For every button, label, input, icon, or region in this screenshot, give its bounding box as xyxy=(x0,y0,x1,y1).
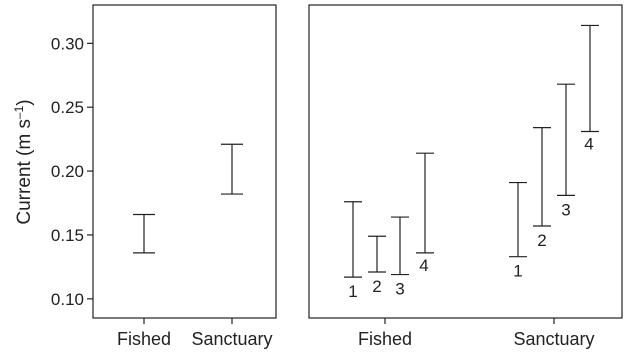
x-tick-label-fished-right: Fished xyxy=(358,329,412,349)
x-tick-label-sanctuary-left: Sanctuary xyxy=(191,329,272,349)
y-axis-label-close: ) xyxy=(14,99,35,105)
errorbar-sanctuary-overall xyxy=(221,143,243,195)
errorbar-fished-3 xyxy=(391,216,409,276)
errorbar-fished-1 xyxy=(344,201,362,278)
errorbar-sanctuary-1-label: 1 xyxy=(513,262,522,281)
y-tick-label-2: 0.20 xyxy=(51,162,84,181)
errorbar-sanctuary-4 xyxy=(581,24,599,133)
y-axis-label: Current (m s–1) xyxy=(12,99,35,224)
errorbar-fished-4 xyxy=(416,152,434,254)
left-x-axis: Fished Sanctuary xyxy=(117,318,273,349)
errorbar-fished-2 xyxy=(368,235,386,273)
y-axis: 0.10 0.15 0.20 0.25 0.30 xyxy=(51,34,93,309)
errorbar-fished-2-label: 2 xyxy=(372,277,381,296)
left-bars xyxy=(133,143,243,254)
errorbar-sanctuary-2 xyxy=(533,127,551,227)
errorbar-sanctuary-2-label: 2 xyxy=(537,231,546,250)
left-panel-frame xyxy=(92,4,277,319)
x-tick-label-sanctuary-right: Sanctuary xyxy=(513,329,594,349)
y-tick-label-4: 0.30 xyxy=(51,34,84,53)
y-tick-label-0: 0.10 xyxy=(51,290,84,309)
right-panel-frame xyxy=(308,4,623,319)
y-axis-label-main: Current (m s xyxy=(14,119,35,225)
errorbar-sanctuary-4-label: 4 xyxy=(584,134,593,153)
errorbar-fished-3-label: 3 xyxy=(395,280,404,299)
right-x-axis: Fished Sanctuary xyxy=(358,318,595,349)
errorbar-sanctuary-1 xyxy=(509,181,527,258)
errorbar-fished-1-label: 1 xyxy=(348,282,357,301)
errorbar-fished-4-label: 4 xyxy=(419,256,428,275)
errorbar-sanctuary-3-label: 3 xyxy=(561,200,570,219)
left-panel: 0.10 0.15 0.20 0.25 0.30 Current (m s–1) Fis… xyxy=(12,4,277,349)
y-tick-label-3: 0.25 xyxy=(51,98,84,117)
y-axis-label-sup: –1 xyxy=(12,105,26,119)
errorbar-sanctuary-3 xyxy=(557,83,575,196)
y-tick-label-1: 0.15 xyxy=(51,226,84,245)
x-tick-label-fished-left: Fished xyxy=(117,329,171,349)
errorbar-fished-overall xyxy=(133,213,155,254)
